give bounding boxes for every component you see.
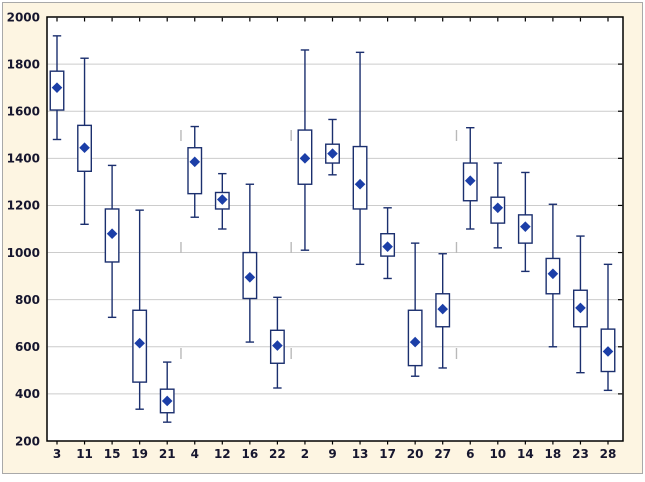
x-axis-label: 11: [76, 447, 93, 461]
box-group-18: [545, 203, 561, 348]
y-axis-label: 200: [15, 434, 40, 448]
box-group-21: [159, 361, 175, 423]
box-group-2: [297, 49, 313, 251]
x-axis-label: 17: [379, 447, 396, 461]
box-rect: [187, 147, 203, 195]
mean-marker-diamond-icon: [327, 148, 338, 159]
mean-marker-diamond-icon: [602, 346, 614, 357]
x-axis-label: 22: [269, 447, 286, 461]
box-group-4: [187, 125, 203, 218]
y-axis-label: 1000: [7, 246, 40, 260]
box-group-12: [214, 172, 230, 230]
box-rect: [352, 145, 368, 210]
y-axis-label: 1400: [7, 152, 40, 166]
x-axis-label: 28: [600, 447, 617, 461]
x-axis-labels: 3 11 15 19 21 4 12 16 22 2 9 13 17 20 27 6 10 14 18 23 28: [53, 447, 617, 461]
y-axis-label: 1600: [7, 105, 40, 119]
box-group-20: [407, 242, 423, 377]
box-group-16: [242, 183, 258, 343]
mean-marker-diamond-icon: [51, 82, 63, 93]
box-group-13: [352, 51, 368, 266]
box-group-27: [435, 253, 451, 369]
x-axis-label: 9: [328, 447, 336, 461]
box-group-19: [132, 209, 148, 410]
x-axis-label: 6: [466, 447, 474, 461]
box-group-6: [462, 127, 478, 230]
x-axis-label: 15: [104, 447, 121, 461]
x-axis-label: 13: [352, 447, 369, 461]
x-axis-label: 2: [301, 447, 309, 461]
mean-marker-diamond-icon: [161, 395, 173, 407]
mean-marker-diamond-icon: [216, 194, 228, 205]
mean-marker-diamond-icon: [437, 303, 449, 315]
x-axis-label: 12: [214, 447, 231, 461]
y-axis-label: 1800: [7, 57, 40, 71]
mean-marker-diamond-icon: [299, 153, 311, 164]
box-group-23: [573, 235, 588, 374]
x-axis-label: 20: [407, 447, 424, 461]
plot-border: [46, 16, 624, 442]
mean-marker-diamond-icon: [189, 156, 201, 168]
mean-marker-diamond-icon: [575, 302, 586, 314]
x-axis-label: 21: [159, 447, 176, 461]
y-axis-label: 2000: [7, 10, 40, 24]
group-separators: [180, 130, 458, 359]
mean-marker-diamond-icon: [492, 202, 504, 214]
y-axis-label: 600: [15, 340, 40, 354]
box-group-9: [325, 118, 340, 176]
mean-marker-diamond-icon: [547, 268, 559, 280]
y-axis-label: 800: [15, 293, 40, 307]
x-axis-label: 10: [489, 447, 506, 461]
box-group-15: [104, 164, 120, 319]
y-axis-labels: 200 400 600 800 1000 1200 1400 1600 1800 2000: [7, 10, 40, 448]
mean-marker-diamond-icon: [354, 178, 366, 190]
y-axis-label: 1200: [7, 199, 40, 213]
x-axis-label: 19: [131, 447, 148, 461]
mean-marker-diamond-icon: [244, 271, 256, 283]
box-group-14: [517, 171, 533, 273]
box-group-10: [490, 162, 506, 249]
mean-marker-diamond-icon: [464, 175, 476, 187]
mean-marker-diamond-icon: [134, 337, 145, 349]
mean-marker-diamond-icon: [106, 228, 118, 240]
mean-marker-diamond-icon: [382, 241, 393, 252]
box-group-28: [600, 263, 616, 392]
x-axis-label: 23: [572, 447, 589, 461]
x-axis-label: 16: [241, 447, 258, 461]
y-axis-label: 400: [15, 387, 40, 401]
mean-marker-diamond-icon: [520, 221, 531, 232]
mean-marker-diamond-icon: [79, 142, 90, 154]
x-axis-label: 4: [191, 447, 199, 461]
mean-marker-diamond-icon: [409, 336, 421, 348]
axis-ticks: [56, 17, 623, 445]
mean-marker-diamond-icon: [272, 340, 283, 351]
box-group-3: [49, 35, 65, 141]
x-axis-label: 14: [517, 447, 534, 461]
x-axis-label: 27: [434, 447, 451, 461]
box-group-11: [77, 57, 93, 225]
box-group-17: [380, 207, 396, 280]
x-axis-label: 18: [545, 447, 562, 461]
x-axis-label: 3: [53, 447, 61, 461]
box-group-22: [269, 296, 285, 389]
